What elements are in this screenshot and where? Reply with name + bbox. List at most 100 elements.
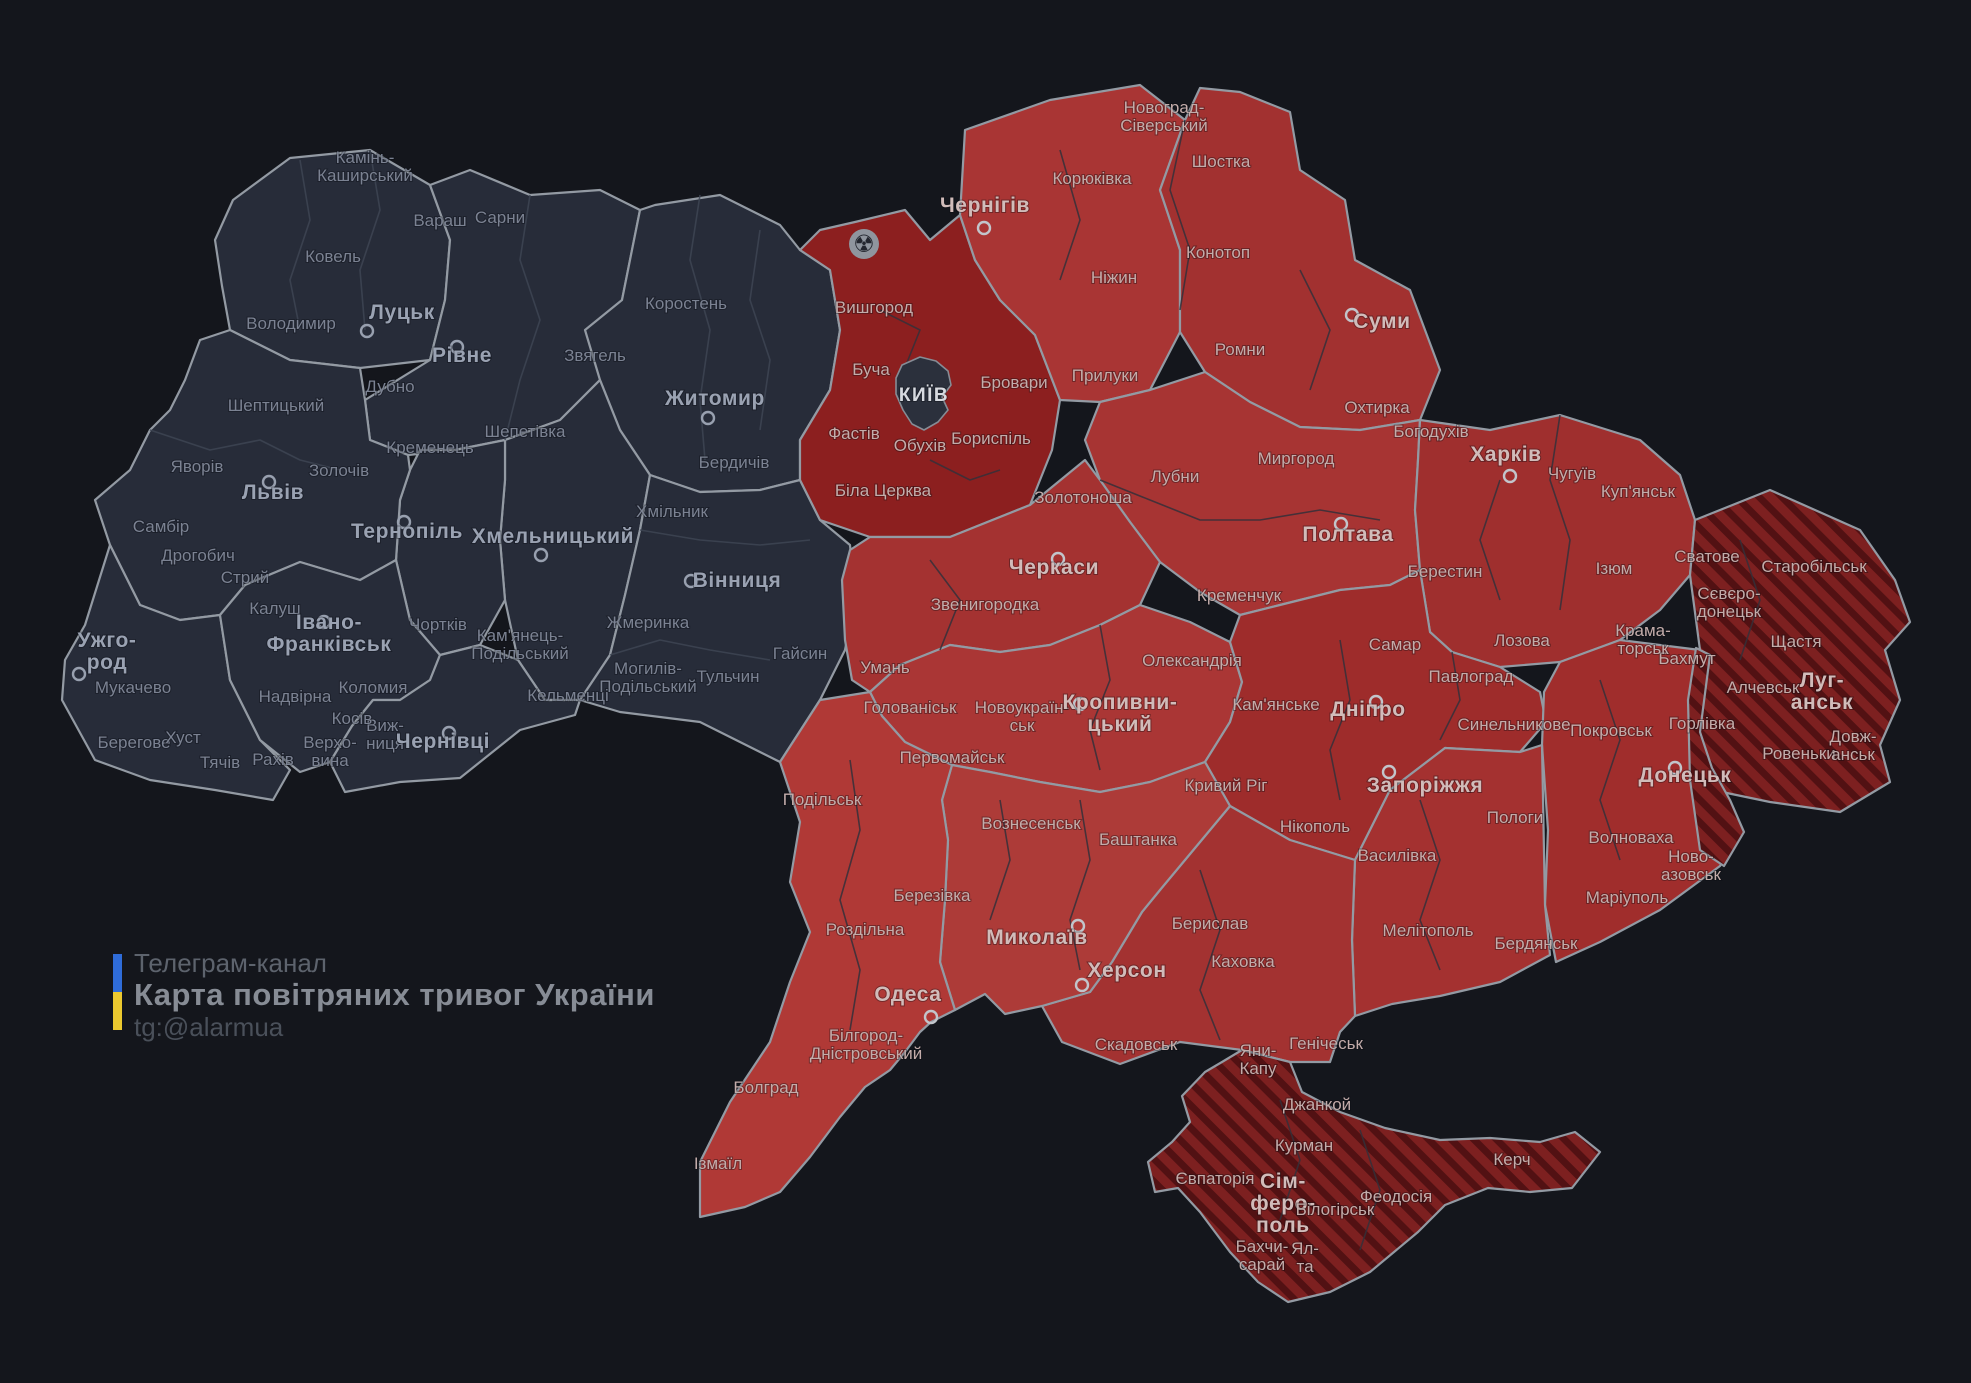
map-label: Хмельницький: [472, 525, 634, 548]
map-label: Кам'янське: [1232, 695, 1319, 714]
map-label: Хмільник: [636, 502, 708, 521]
map-label: Тернопіль: [351, 520, 463, 543]
city-marker: [1344, 307, 1360, 323]
map-label: Корюківка: [1052, 169, 1132, 188]
map-label: Щастя: [1770, 632, 1821, 651]
map-label: Сєвєро-донецьк: [1697, 584, 1762, 621]
raion-border-line: [149, 429, 341, 471]
raion-border-line: [1099, 479, 1381, 521]
map-label: Донецьк: [1639, 764, 1732, 787]
raion-border-line: [289, 159, 311, 331]
map-label: Лубни: [1151, 467, 1200, 486]
map-label: Охтирка: [1344, 398, 1410, 417]
flag-blue-segment: [113, 954, 122, 992]
region-zakarpattia[interactable]: [60, 543, 292, 802]
raion-border-line: [1549, 414, 1571, 611]
map-label: Володимир: [246, 314, 336, 333]
map-label: Дубно: [365, 377, 414, 396]
region-sumy[interactable]: [1158, 86, 1442, 432]
map-label: Львів: [242, 481, 304, 504]
map-label: Черкаси: [1009, 556, 1099, 579]
map-label: Надвірна: [259, 687, 332, 706]
map-label: Луцьк: [369, 301, 435, 324]
map-label: Дніпро: [1330, 698, 1405, 721]
city-marker: [359, 323, 375, 339]
map-label: Харків: [1470, 443, 1541, 466]
map-label: Євпаторія: [1175, 1169, 1254, 1188]
map-label: Чернівці: [396, 730, 490, 753]
raion-border-line: [989, 799, 1011, 921]
legend-telegram-handle: tg:@alarmua: [134, 1012, 284, 1042]
raion-border-line: [749, 229, 771, 431]
map-label: Дрогобич: [161, 546, 235, 565]
map-label: Шепетівка: [485, 422, 567, 441]
map-label: Берислав: [1172, 914, 1248, 933]
kyiv-city-shape[interactable]: [895, 356, 952, 431]
map-label: Первомайськ: [900, 748, 1005, 767]
city-marker: [449, 339, 465, 355]
map-label: Білгород-Дністровський: [810, 1026, 923, 1063]
map-label: Сім-феро-поль: [1250, 1170, 1315, 1237]
map-label: Покровськ: [1570, 721, 1652, 740]
map-label: Суми: [1353, 310, 1410, 333]
map-label: Кельменці: [527, 686, 609, 705]
map-label: Запоріжжя: [1367, 774, 1483, 797]
map-label: Подільськ: [783, 790, 862, 809]
map-label: Луг-анськ: [1791, 669, 1853, 714]
raion-border-line: [1169, 119, 1191, 311]
map-label: Золочів: [309, 461, 369, 480]
map-label: Кременчук: [1197, 586, 1282, 605]
map-label: Звягель: [564, 346, 626, 365]
map-label: Звенигородка: [931, 595, 1040, 614]
map-label: Ромни: [1215, 340, 1266, 359]
city-marker: [533, 547, 549, 563]
map-label: Чортків: [409, 615, 467, 634]
map-label: Довж-анськ: [1829, 727, 1876, 764]
map-label: Новоукраїн-ськ: [975, 698, 1069, 735]
map-label: Рахів: [252, 750, 294, 769]
map-label: Голованіськ: [864, 698, 958, 717]
city-marker: [923, 1009, 939, 1025]
region-chernivtsi[interactable]: [328, 643, 582, 794]
map-label: Павлоград: [1429, 667, 1514, 686]
map-label: Ровеньки: [1762, 744, 1836, 763]
map-label: Ужго-род: [78, 629, 137, 674]
region-odesa[interactable]: [698, 690, 957, 1219]
map-label: Стрий: [221, 568, 270, 587]
city-marker: [1333, 516, 1349, 532]
map-label: Вараш: [413, 211, 466, 230]
map-label: Феодосія: [1360, 1187, 1432, 1206]
map-label: Херсон: [1087, 959, 1166, 982]
flag-yellow-segment: [113, 992, 122, 1030]
map-label: Обухів: [894, 436, 946, 455]
city-marker: [1381, 764, 1397, 780]
map-label: Куп'янськ: [1601, 482, 1676, 501]
map-label: Нікополь: [1280, 817, 1350, 836]
raion-border-line: [609, 639, 771, 661]
map-label: Генічеськ: [1289, 1034, 1363, 1053]
map-label: Берестин: [1408, 562, 1483, 581]
map-label: Ізюм: [1596, 559, 1633, 578]
city-marker: [316, 614, 332, 630]
raion-border-line: [504, 194, 541, 441]
map-label: Верхо-вина: [303, 733, 356, 770]
map-label: Олександрія: [1142, 651, 1242, 670]
raion-border-line: [929, 559, 961, 651]
map-label: Хуст: [165, 728, 201, 747]
legend-text: Телеграм-канал Карта повітряних тривог У…: [134, 948, 655, 1042]
map-label: Волноваха: [1588, 828, 1674, 847]
map-label: Бориспіль: [951, 429, 1031, 448]
map-label: Сарни: [475, 208, 525, 227]
map-label: Житомир: [664, 387, 765, 410]
raion-border-line: [1089, 624, 1111, 771]
map-label: Богодухів: [1393, 422, 1468, 441]
region-donetsk-east-occupied[interactable]: [1686, 646, 1746, 868]
map-label: Ізмаїл: [694, 1154, 742, 1173]
map-label: Миколаїв: [986, 926, 1088, 949]
region-crimea[interactable]: [1146, 1048, 1602, 1304]
map-label: Бахчи-сарай: [1236, 1237, 1289, 1274]
raion-border-line: [1439, 651, 1461, 741]
map-label: Пологи: [1487, 808, 1544, 827]
map-label: Ново-азовськ: [1661, 847, 1722, 884]
